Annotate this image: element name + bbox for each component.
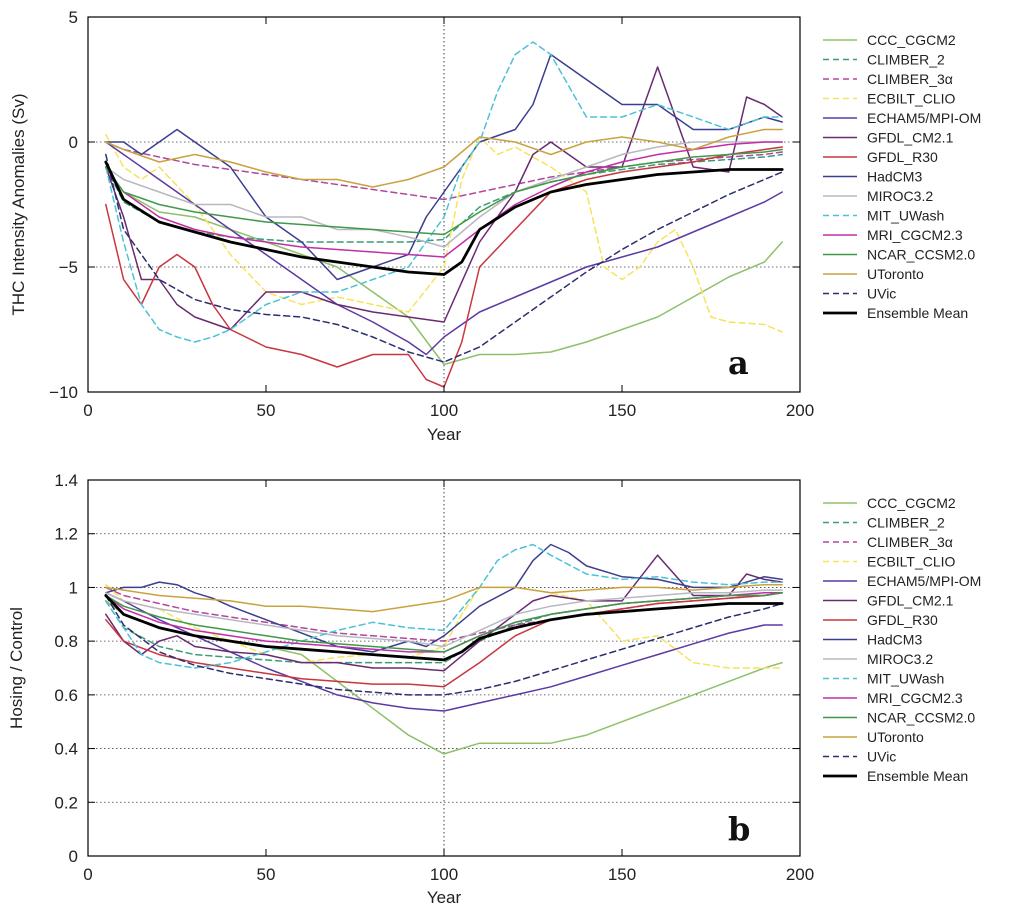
legend-label: GFDL_R30 (867, 612, 938, 628)
y-tick-label: 0 (69, 847, 78, 866)
series-line-miroc3-2 (105, 141, 783, 248)
y-tick-label: −5 (59, 258, 78, 277)
legend-label: UToronto (867, 266, 924, 282)
x-tick-label: 0 (83, 401, 92, 420)
legend-label: MIT_UWash (867, 671, 944, 687)
legend-label: ECHAM5/MPI-OM (867, 110, 981, 126)
legend-label: UVic (867, 286, 896, 302)
legend-label: CLIMBER_3α (867, 71, 953, 87)
legend-label: MIROC3.2 (867, 651, 933, 667)
legend-label: CLIMBER_2 (867, 52, 945, 68)
x-axis-label: Year (427, 425, 462, 444)
series-line-ensemble-mean (104, 160, 784, 276)
series-line-utoronto (105, 583, 783, 613)
y-tick-label: 0.8 (54, 632, 78, 651)
y-axis-label: THC Intensity Anomalies (Sv) (9, 93, 28, 315)
series-line-utoronto (105, 128, 783, 188)
y-tick-label: 0.4 (54, 740, 78, 759)
series-line-gfdl-cm2-1 (105, 554, 783, 672)
x-tick-label: 200 (786, 401, 814, 420)
x-tick-label: 100 (430, 865, 458, 884)
series-line-ensemble-mean (104, 594, 784, 662)
legend-label: UVic (867, 749, 896, 765)
legend-label: Ensemble Mean (867, 305, 968, 321)
x-axis-label: Year (427, 888, 462, 907)
legend-label: ECBILT_CLIO (867, 554, 956, 570)
legend-label: Ensemble Mean (867, 768, 968, 784)
series-line-echam5-mpi-om (105, 141, 783, 356)
legend-label: MIROC3.2 (867, 188, 933, 204)
panel-letter: a (728, 344, 749, 382)
series-group (104, 543, 784, 755)
y-tick-label: 0 (69, 133, 78, 152)
series-line-gfdl-r30 (105, 146, 783, 388)
series-line-climber-3a (105, 141, 783, 201)
series-line-gfdl-cm2-1 (105, 66, 783, 331)
series-group (104, 41, 784, 388)
series-line-hadcm3 (105, 543, 783, 653)
series-line-uvic (105, 594, 783, 696)
series-line-ncar-ccsm2-0 (105, 592, 783, 653)
series-line-mri-cgcm2-3 (105, 141, 783, 258)
series-line-climber-2 (105, 153, 783, 243)
legend-label: NCAR_CCSM2.0 (867, 247, 975, 263)
legend-label: CLIMBER_2 (867, 515, 945, 531)
x-tick-label: 150 (608, 401, 636, 420)
series-line-ncar-ccsm2-0 (105, 148, 783, 236)
x-tick-label: 50 (257, 865, 276, 884)
series-line-mit-uwash (105, 543, 783, 669)
y-tick-label: 1.2 (54, 525, 78, 544)
y-tick-label: 1 (69, 578, 78, 597)
x-tick-label: 200 (786, 865, 814, 884)
legend-label: HadCM3 (867, 169, 922, 185)
x-tick-label: 0 (83, 865, 92, 884)
legend-label: GFDL_CM2.1 (867, 593, 954, 609)
legend-label: CLIMBER_3α (867, 534, 953, 550)
legend-label: CCC_CGCM2 (867, 495, 956, 511)
legend: CCC_CGCM2 CLIMBER_2 CLIMBER_3α ECBILT_CLIO E… (823, 32, 981, 321)
legend-label: UToronto (867, 729, 924, 745)
series-line-gfdl-r30 (105, 592, 783, 688)
x-tick-label: 150 (608, 865, 636, 884)
legend-label: MRI_CGCM2.3 (867, 690, 963, 706)
legend-label: NCAR_CCSM2.0 (867, 710, 975, 726)
series-line-ecbilt-clio (105, 583, 783, 669)
legend-label: MIT_UWash (867, 208, 944, 224)
legend-label: MRI_CGCM2.3 (867, 227, 963, 243)
y-tick-label: −10 (49, 383, 78, 402)
legend-label: ECHAM5/MPI-OM (867, 573, 981, 589)
legend-label: CCC_CGCM2 (867, 32, 956, 48)
legend-label: HadCM3 (867, 632, 922, 648)
x-tick-label: 50 (257, 401, 276, 420)
series-line-mit-uwash (105, 41, 783, 343)
legend-label: GFDL_CM2.1 (867, 130, 954, 146)
series-line-uvic (105, 153, 783, 363)
legend-label: ECBILT_CLIO (867, 91, 956, 107)
y-tick-label: 0.2 (54, 793, 78, 812)
y-axis-label: Hosing / Control (7, 607, 26, 729)
panel-letter: b (728, 810, 750, 848)
series-line-echam5-mpi-om (105, 592, 783, 712)
x-tick-label: 100 (430, 401, 458, 420)
chart-panel-b: 0 50 100 150 200 0 0.2 0.4 0.6 0.8 1 1.2 1.4 Year Hosi… (7, 471, 981, 907)
y-tick-label: 5 (69, 8, 78, 27)
series-line-climber-2 (105, 592, 783, 664)
series-line-miroc3-2 (105, 589, 783, 648)
series-line-ecbilt-clio (105, 133, 783, 333)
legend: CCC_CGCM2 CLIMBER_2 CLIMBER_3α ECBILT_CLIO E… (823, 495, 981, 784)
series-line-hadcm3 (105, 53, 783, 281)
y-tick-label: 0.6 (54, 686, 78, 705)
y-tick-label: 1.4 (54, 471, 78, 490)
chart-panel-a: 0 50 100 150 200 −10 −5 0 5 Year THC Intensity Ano… (9, 8, 981, 444)
legend-label: GFDL_R30 (867, 149, 938, 165)
